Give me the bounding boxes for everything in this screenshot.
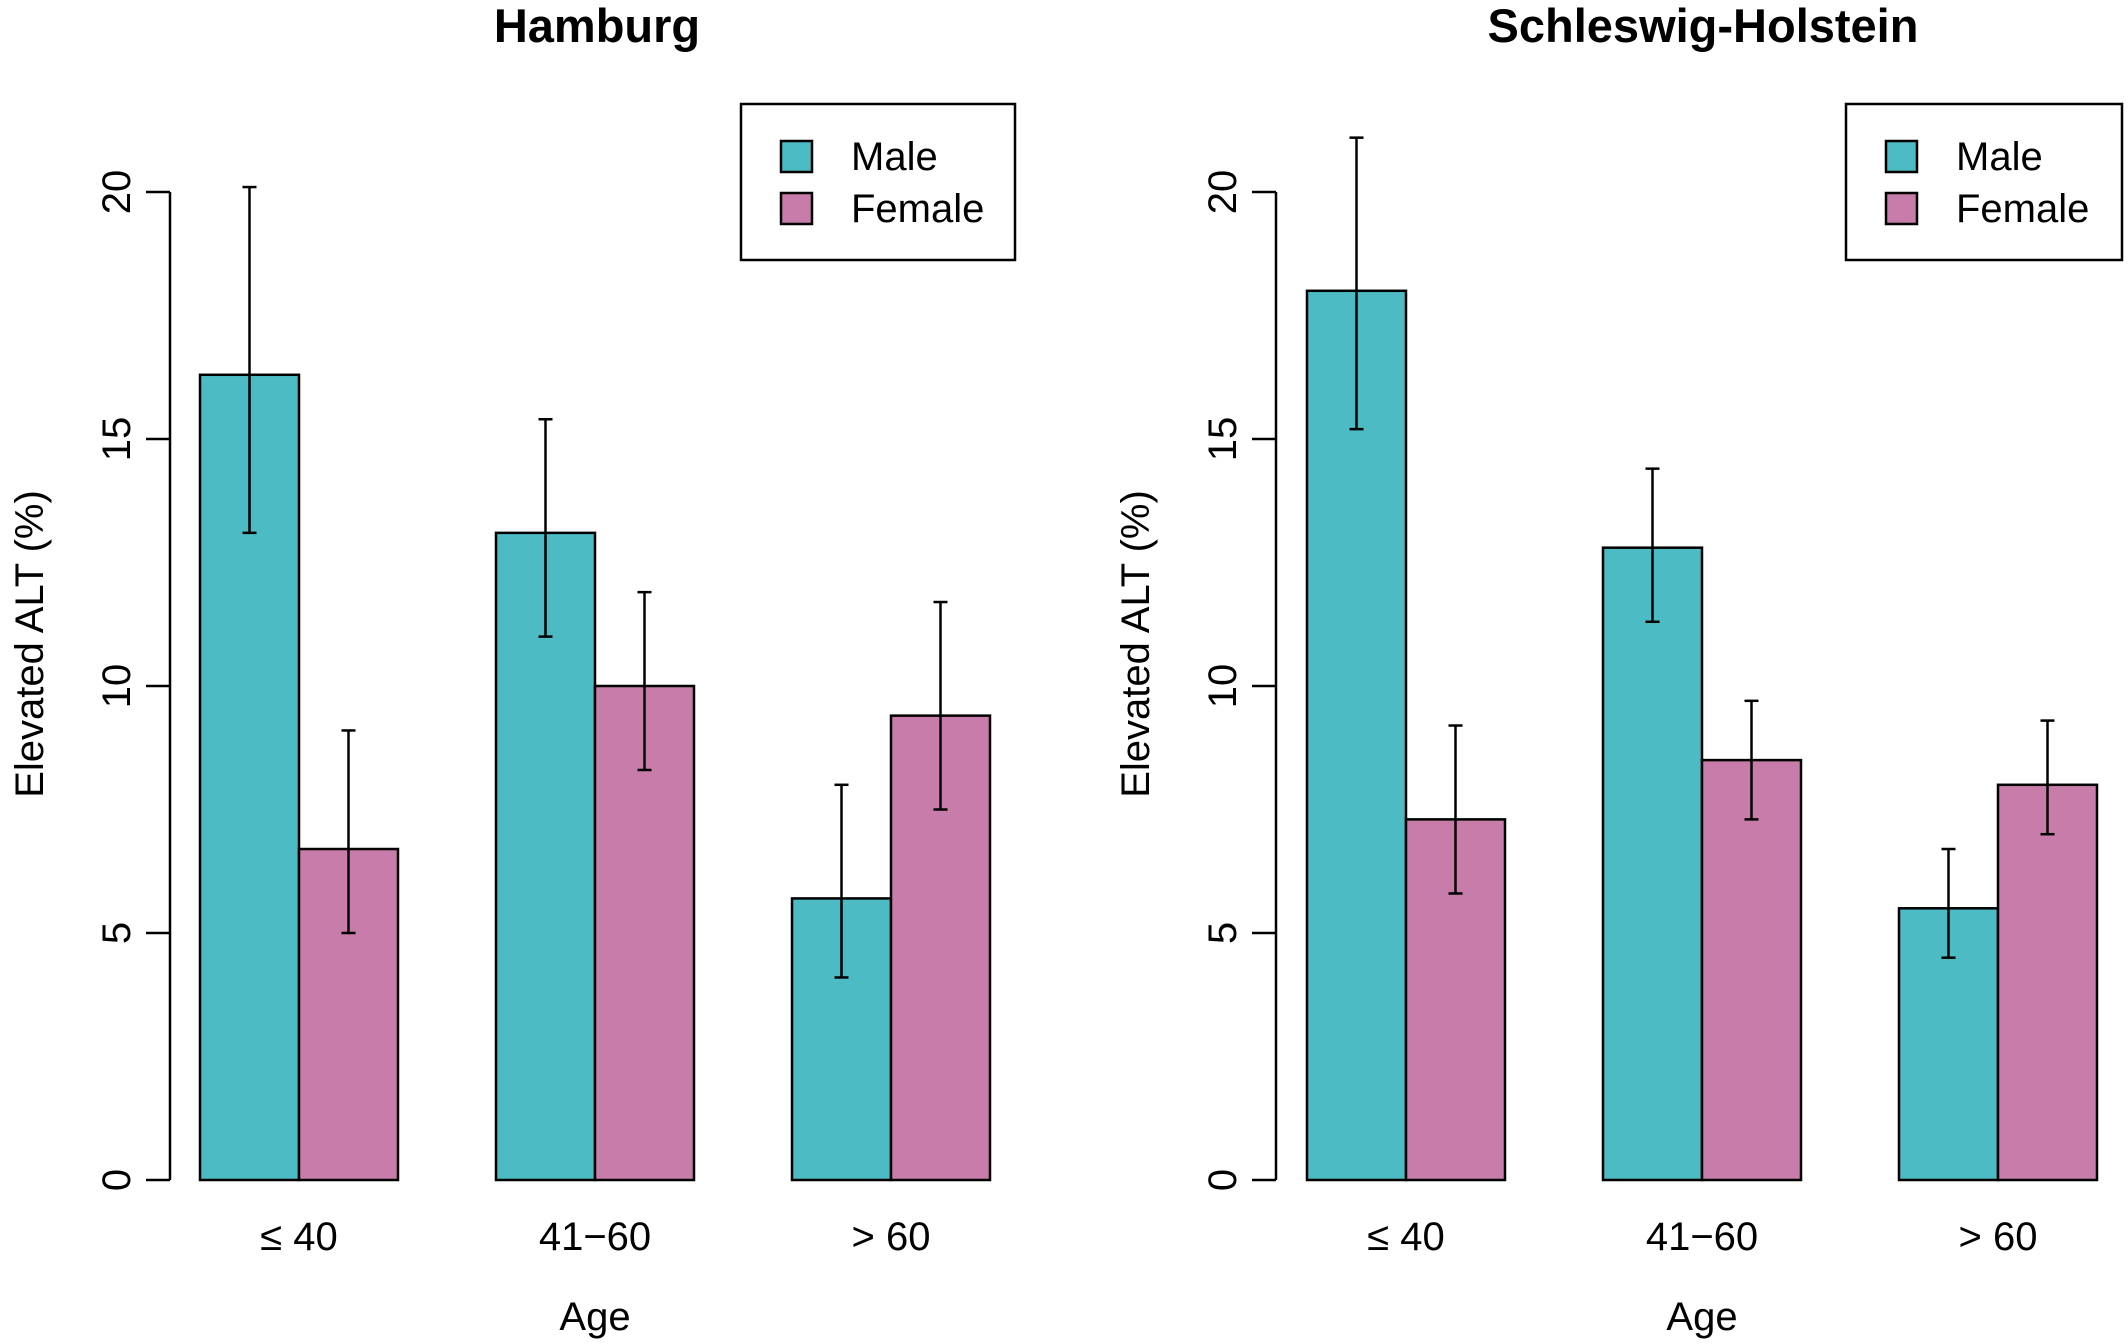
- error-bar-female-2: [933, 600, 948, 811]
- error-bar-male-2: [834, 783, 849, 979]
- y-tick-label: 10: [95, 664, 139, 709]
- error-bar-female-1: [637, 590, 652, 772]
- bar-male-0: [1305, 289, 1408, 1182]
- legend-swatch-female: [779, 191, 814, 226]
- legend-swatch-male: [779, 139, 814, 174]
- chart-title: Hamburg: [494, 0, 700, 52]
- x-tick-label: ≤ 40: [1367, 1215, 1445, 1259]
- legend-label: Female: [1956, 187, 2089, 231]
- legend-swatch-male: [1884, 139, 1919, 174]
- x-axis-label: Age: [559, 1295, 630, 1339]
- error-bar-female-2: [2040, 719, 2055, 836]
- bar-female-2: [1996, 783, 2099, 1182]
- bar-male-1: [494, 531, 597, 1182]
- legend: Male Female: [1844, 102, 2124, 262]
- error-bar-male-0: [1349, 136, 1364, 431]
- error-bar-female-0: [1448, 724, 1463, 895]
- chart-panel-hamburg: Hamburg 0 5 10 15 20 Elevated ALT (%) ≤ 40 41−60…: [8, 0, 1017, 1339]
- error-bar-male-1: [1645, 467, 1660, 624]
- error-bar-male-1: [538, 417, 553, 638]
- error-bar-male-0: [242, 185, 257, 535]
- x-tick-label: > 60: [1959, 1215, 2038, 1259]
- legend-swatch-female: [1884, 191, 1919, 226]
- x-axis-label: Age: [1666, 1295, 1737, 1339]
- legend-box: [1844, 102, 2124, 262]
- bar-female-1: [1700, 758, 1803, 1182]
- x-tick-label: 41−60: [1646, 1215, 1758, 1259]
- y-tick-label: 0: [1201, 1169, 1245, 1191]
- chart-panel-schleswig-holstein: Schleswig-Holstein 0 5 10 15 20 Elevated ALT (…: [1114, 0, 2124, 1339]
- legend-label: Female: [851, 187, 984, 231]
- y-tick-label: 10: [1201, 664, 1245, 709]
- legend-label: Male: [851, 135, 938, 179]
- y-tick-label: 15: [95, 417, 139, 462]
- y-axis-label: Elevated ALT (%): [1114, 490, 1158, 798]
- chart-title: Schleswig-Holstein: [1488, 0, 1919, 52]
- legend-box: [739, 102, 1017, 262]
- y-tick-label: 5: [95, 922, 139, 944]
- y-tick-label: 5: [1201, 922, 1245, 944]
- bar-female-0: [297, 847, 400, 1182]
- error-bar-female-0: [341, 729, 356, 935]
- error-bar-male-2: [1941, 847, 1956, 959]
- x-tick-label: > 60: [852, 1215, 931, 1259]
- y-tick-label: 20: [1201, 170, 1245, 215]
- y-axis-label: Elevated ALT (%): [8, 490, 52, 798]
- y-tick-label: 20: [95, 170, 139, 215]
- x-tick-label: ≤ 40: [260, 1215, 338, 1259]
- error-bar-female-1: [1744, 699, 1759, 821]
- x-tick-label: 41−60: [539, 1215, 651, 1259]
- legend-label: Male: [1956, 135, 2043, 179]
- bar-female-1: [593, 684, 696, 1182]
- bar-male-1: [1601, 546, 1704, 1182]
- y-tick-label: 15: [1201, 417, 1245, 462]
- legend: Male Female: [739, 102, 1017, 262]
- y-tick-label: 0: [95, 1169, 139, 1191]
